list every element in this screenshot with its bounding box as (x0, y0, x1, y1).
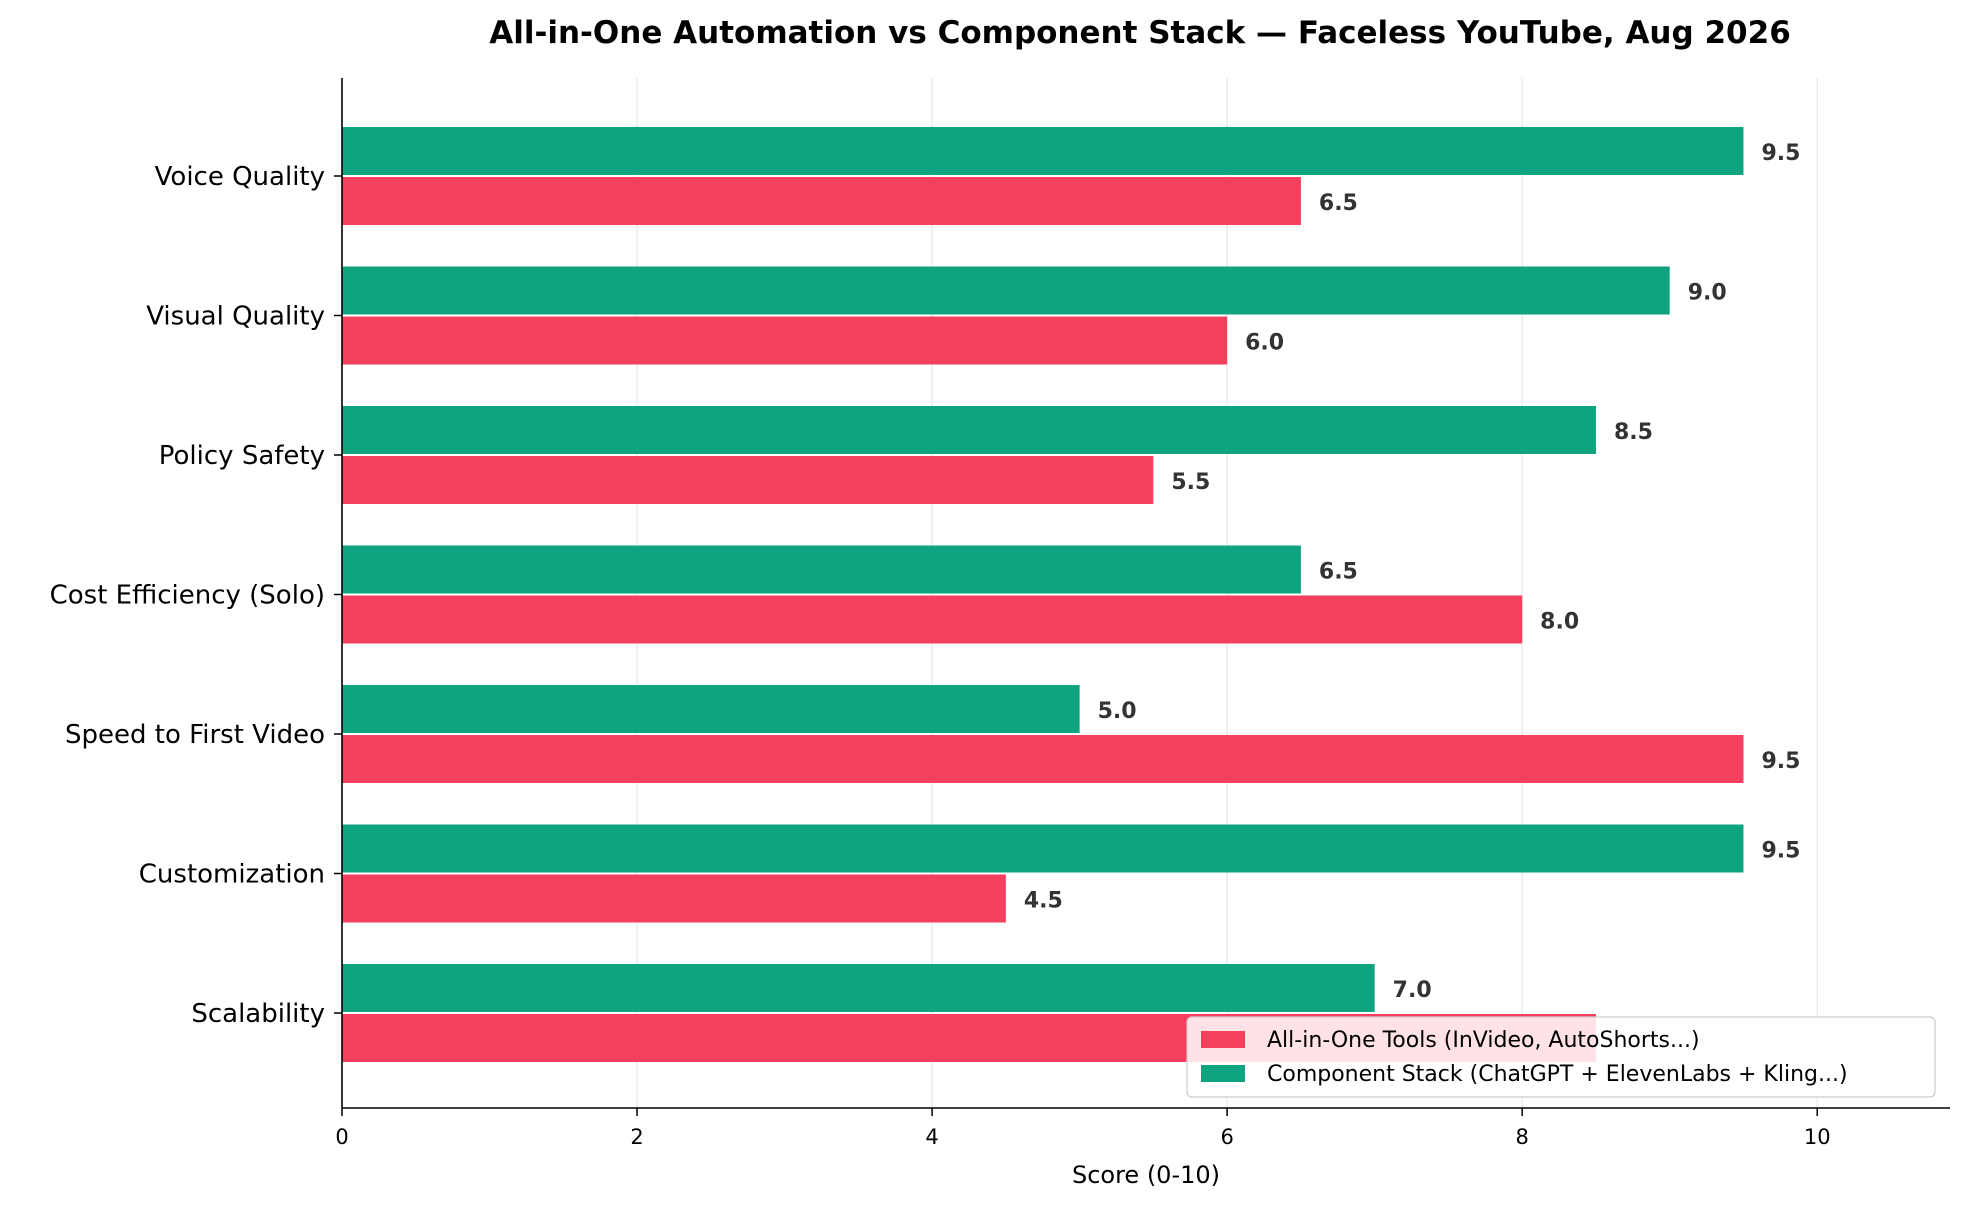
legend-swatch-component-stack (1201, 1065, 1245, 1082)
data-labels: 9.5 6.5 9.0 6.0 8.5 5.5 6.5 8.0 5.0 9.5 9.5 4.5 7.0 (1024, 141, 1801, 1003)
legend[interactable]: All-in-One Tools (InVideo, AutoShorts...… (1186, 1016, 1936, 1098)
bar-component-stack (342, 127, 1744, 175)
data-label-component-stack: 9.5 (1761, 141, 1800, 166)
legend-label-component-stack: Component Stack (ChatGPT + ElevenLabs + … (1267, 1062, 1848, 1087)
legend-label-all-in-one: All-in-One Tools (InVideo, AutoShorts...… (1267, 1028, 1700, 1053)
bar-component-stack (342, 545, 1301, 594)
axes: Voice Quality Visual Quality Policy Safety… (50, 78, 1950, 1149)
legend-box (1186, 1016, 1936, 1098)
bar-component-stack (342, 824, 1744, 873)
chart-title: All-in-One Automation vs Component Stack… (489, 15, 1791, 51)
y-tick-label: Customization (139, 860, 325, 890)
bars (342, 127, 1744, 1062)
data-label-component-stack: 9.0 (1688, 281, 1727, 306)
bar-all-in-one (342, 874, 1006, 923)
bar-component-stack (342, 266, 1670, 315)
bar-all-in-one (342, 456, 1154, 504)
x-tick-label: 0 (335, 1125, 348, 1149)
y-tick-label: Visual Quality (146, 302, 325, 332)
bar-all-in-one (342, 595, 1523, 644)
x-tick-label: 2 (630, 1125, 643, 1149)
x-tick-label: 6 (1220, 1125, 1233, 1149)
data-label-component-stack: 9.5 (1761, 839, 1800, 864)
data-label-component-stack: 8.5 (1614, 420, 1653, 445)
y-tick-label: Scalability (191, 999, 325, 1029)
data-label-component-stack: 5.0 (1098, 699, 1137, 724)
y-tick-label: Speed to First Video (65, 720, 325, 750)
bar-component-stack (342, 685, 1080, 733)
bar-component-stack (342, 406, 1596, 454)
data-label-all-in-one: 8.0 (1540, 610, 1579, 635)
bar-all-in-one (342, 735, 1744, 783)
data-label-all-in-one: 5.5 (1171, 470, 1210, 495)
y-tick-label: Cost Efficiency (Solo) (50, 581, 325, 611)
y-tick-label: Policy Safety (159, 441, 325, 471)
data-label-all-in-one: 6.5 (1319, 191, 1358, 216)
x-tick-label: 10 (1804, 1125, 1831, 1149)
bar-all-in-one (342, 316, 1228, 365)
x-tick-label: 8 (1515, 1125, 1528, 1149)
data-label-all-in-one: 4.5 (1024, 889, 1063, 914)
data-label-all-in-one: 9.5 (1761, 749, 1800, 774)
data-label-component-stack: 6.5 (1319, 560, 1358, 585)
data-label-component-stack: 7.0 (1393, 978, 1432, 1003)
x-axis-label: Score (0-10) (1072, 1161, 1220, 1189)
legend-swatch-all-in-one (1201, 1031, 1245, 1048)
y-tick-label: Voice Quality (155, 162, 325, 192)
data-label-all-in-one: 6.0 (1245, 331, 1284, 356)
x-tick-label: 4 (925, 1125, 938, 1149)
bar-all-in-one (342, 177, 1301, 225)
bar-component-stack (342, 964, 1375, 1012)
